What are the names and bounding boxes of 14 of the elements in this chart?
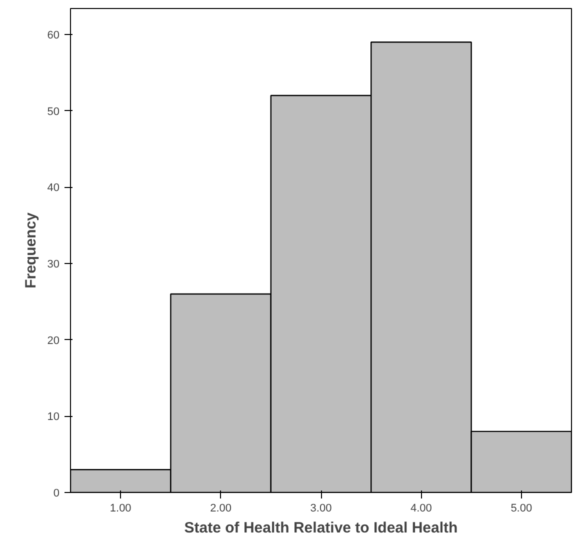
y-tick-label: 30 [47, 258, 60, 270]
y-tick-label: 60 [47, 29, 60, 42]
y-tick-label: 20 [47, 334, 60, 347]
y-tick-label: 10 [47, 411, 60, 424]
y-tick-label: 50 [47, 106, 60, 118]
y-tick-label: 0 [53, 488, 60, 500]
x-tick-label: 1.00 [110, 502, 132, 514]
x-tick-label: 2.00 [210, 502, 232, 514]
x-tick-label: 5.00 [510, 502, 532, 514]
y-tick-label: 40 [47, 182, 60, 194]
x-axis-title: State of Health Relative to Ideal Health [184, 520, 458, 536]
x-tick-label: 3.00 [310, 502, 332, 514]
x-tick-label: 4.00 [410, 502, 432, 514]
y-axis-title: Frequency [22, 212, 40, 288]
